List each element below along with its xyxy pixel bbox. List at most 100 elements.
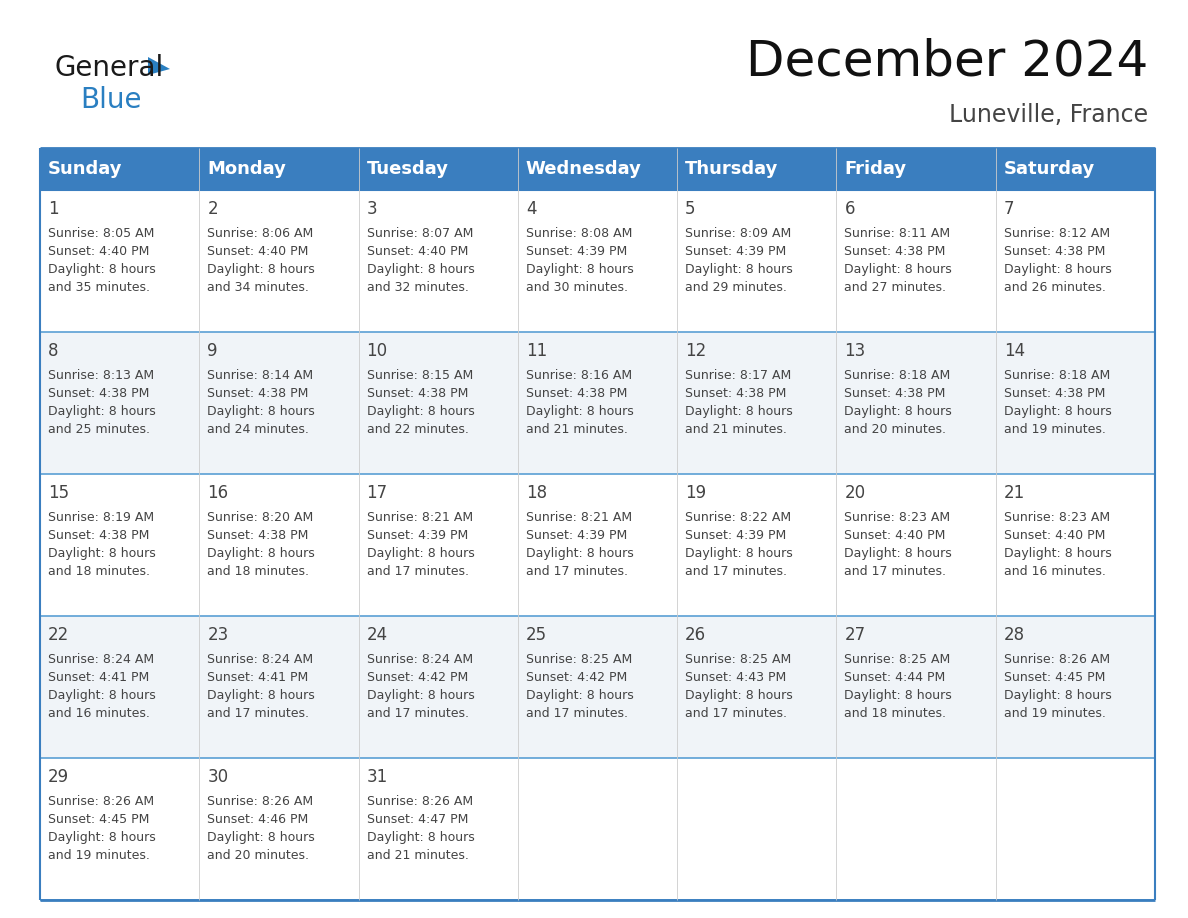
Text: Sunrise: 8:13 AM: Sunrise: 8:13 AM	[48, 369, 154, 382]
Text: and 21 minutes.: and 21 minutes.	[526, 423, 627, 436]
Bar	[836, 474, 996, 616]
Bar	[996, 190, 1155, 332]
Bar	[200, 616, 359, 758]
Bar	[677, 474, 836, 616]
Text: Sunset: 4:46 PM: Sunset: 4:46 PM	[207, 813, 309, 826]
Text: Sunrise: 8:08 AM: Sunrise: 8:08 AM	[526, 227, 632, 240]
Text: 17: 17	[367, 484, 387, 502]
Text: Sunrise: 8:22 AM: Sunrise: 8:22 AM	[685, 511, 791, 524]
Text: 5: 5	[685, 200, 696, 218]
Text: and 30 minutes.: and 30 minutes.	[526, 281, 627, 294]
Bar	[518, 190, 677, 332]
Text: Daylight: 8 hours: Daylight: 8 hours	[845, 689, 952, 702]
Text: Sunrise: 8:25 AM: Sunrise: 8:25 AM	[685, 653, 791, 666]
Text: Daylight: 8 hours: Daylight: 8 hours	[1004, 405, 1112, 418]
Text: Daylight: 8 hours: Daylight: 8 hours	[685, 405, 792, 418]
Text: Daylight: 8 hours: Daylight: 8 hours	[207, 831, 315, 844]
Text: 7: 7	[1004, 200, 1015, 218]
Text: and 17 minutes.: and 17 minutes.	[845, 565, 947, 578]
Bar	[200, 332, 359, 474]
Text: Daylight: 8 hours: Daylight: 8 hours	[1004, 689, 1112, 702]
Text: Sunrise: 8:23 AM: Sunrise: 8:23 AM	[845, 511, 950, 524]
Bar	[996, 616, 1155, 758]
Text: and 16 minutes.: and 16 minutes.	[48, 707, 150, 720]
Text: Sunset: 4:45 PM: Sunset: 4:45 PM	[48, 813, 150, 826]
Text: Daylight: 8 hours: Daylight: 8 hours	[685, 547, 792, 560]
Text: Sunset: 4:39 PM: Sunset: 4:39 PM	[685, 245, 786, 258]
Text: Sunrise: 8:24 AM: Sunrise: 8:24 AM	[48, 653, 154, 666]
Text: Sunset: 4:39 PM: Sunset: 4:39 PM	[526, 529, 627, 542]
Bar	[359, 332, 518, 474]
Text: Sunset: 4:47 PM: Sunset: 4:47 PM	[367, 813, 468, 826]
Text: Daylight: 8 hours: Daylight: 8 hours	[367, 831, 474, 844]
Text: December 2024: December 2024	[746, 38, 1148, 86]
Text: Sunset: 4:38 PM: Sunset: 4:38 PM	[207, 529, 309, 542]
Text: 20: 20	[845, 484, 866, 502]
Text: Sunset: 4:39 PM: Sunset: 4:39 PM	[685, 529, 786, 542]
Bar	[677, 616, 836, 758]
Text: Sunrise: 8:06 AM: Sunrise: 8:06 AM	[207, 227, 314, 240]
Text: and 17 minutes.: and 17 minutes.	[367, 565, 468, 578]
Text: and 18 minutes.: and 18 minutes.	[207, 565, 309, 578]
Text: Daylight: 8 hours: Daylight: 8 hours	[207, 405, 315, 418]
Bar	[359, 758, 518, 900]
Text: Sunrise: 8:26 AM: Sunrise: 8:26 AM	[207, 795, 314, 808]
Text: Daylight: 8 hours: Daylight: 8 hours	[845, 263, 952, 276]
Text: Sunrise: 8:24 AM: Sunrise: 8:24 AM	[367, 653, 473, 666]
Bar	[40, 190, 200, 332]
Text: Luneville, France: Luneville, France	[949, 103, 1148, 127]
Bar	[200, 148, 359, 190]
Text: and 24 minutes.: and 24 minutes.	[207, 423, 309, 436]
Text: Daylight: 8 hours: Daylight: 8 hours	[207, 547, 315, 560]
Text: and 18 minutes.: and 18 minutes.	[845, 707, 947, 720]
Bar	[359, 148, 518, 190]
Text: 1: 1	[48, 200, 58, 218]
Text: Daylight: 8 hours: Daylight: 8 hours	[48, 831, 156, 844]
Text: 8: 8	[48, 342, 58, 360]
Text: Sunrise: 8:19 AM: Sunrise: 8:19 AM	[48, 511, 154, 524]
Bar	[200, 758, 359, 900]
Bar	[359, 190, 518, 332]
Text: and 35 minutes.: and 35 minutes.	[48, 281, 150, 294]
Text: Sunset: 4:41 PM: Sunset: 4:41 PM	[207, 671, 309, 684]
Text: and 17 minutes.: and 17 minutes.	[526, 707, 627, 720]
Bar	[518, 148, 677, 190]
Text: Monday: Monday	[207, 160, 286, 178]
Polygon shape	[148, 57, 170, 75]
Bar	[836, 190, 996, 332]
Text: 30: 30	[207, 768, 228, 786]
Text: and 17 minutes.: and 17 minutes.	[685, 707, 788, 720]
Text: Daylight: 8 hours: Daylight: 8 hours	[1004, 547, 1112, 560]
Text: Sunrise: 8:07 AM: Sunrise: 8:07 AM	[367, 227, 473, 240]
Bar	[40, 148, 200, 190]
Text: Daylight: 8 hours: Daylight: 8 hours	[367, 405, 474, 418]
Text: Sunrise: 8:21 AM: Sunrise: 8:21 AM	[367, 511, 473, 524]
Text: Sunrise: 8:25 AM: Sunrise: 8:25 AM	[526, 653, 632, 666]
Text: and 32 minutes.: and 32 minutes.	[367, 281, 468, 294]
Text: Daylight: 8 hours: Daylight: 8 hours	[48, 547, 156, 560]
Text: and 18 minutes.: and 18 minutes.	[48, 565, 150, 578]
Text: Sunrise: 8:14 AM: Sunrise: 8:14 AM	[207, 369, 314, 382]
Bar	[518, 474, 677, 616]
Text: and 20 minutes.: and 20 minutes.	[845, 423, 947, 436]
Text: 11: 11	[526, 342, 548, 360]
Text: Daylight: 8 hours: Daylight: 8 hours	[207, 689, 315, 702]
Text: 12: 12	[685, 342, 707, 360]
Text: Daylight: 8 hours: Daylight: 8 hours	[367, 263, 474, 276]
Text: Sunset: 4:39 PM: Sunset: 4:39 PM	[367, 529, 468, 542]
Text: Sunset: 4:38 PM: Sunset: 4:38 PM	[367, 387, 468, 400]
Text: 2: 2	[207, 200, 217, 218]
Text: Sunset: 4:42 PM: Sunset: 4:42 PM	[367, 671, 468, 684]
Text: Daylight: 8 hours: Daylight: 8 hours	[48, 405, 156, 418]
Bar	[996, 332, 1155, 474]
Text: Sunset: 4:38 PM: Sunset: 4:38 PM	[48, 529, 150, 542]
Text: Sunset: 4:38 PM: Sunset: 4:38 PM	[845, 245, 946, 258]
Text: Sunset: 4:40 PM: Sunset: 4:40 PM	[207, 245, 309, 258]
Bar	[677, 148, 836, 190]
Text: 31: 31	[367, 768, 387, 786]
Text: Tuesday: Tuesday	[367, 160, 449, 178]
Text: Sunrise: 8:11 AM: Sunrise: 8:11 AM	[845, 227, 950, 240]
Text: Sunrise: 8:25 AM: Sunrise: 8:25 AM	[845, 653, 950, 666]
Text: Sunset: 4:42 PM: Sunset: 4:42 PM	[526, 671, 627, 684]
Text: and 17 minutes.: and 17 minutes.	[367, 707, 468, 720]
